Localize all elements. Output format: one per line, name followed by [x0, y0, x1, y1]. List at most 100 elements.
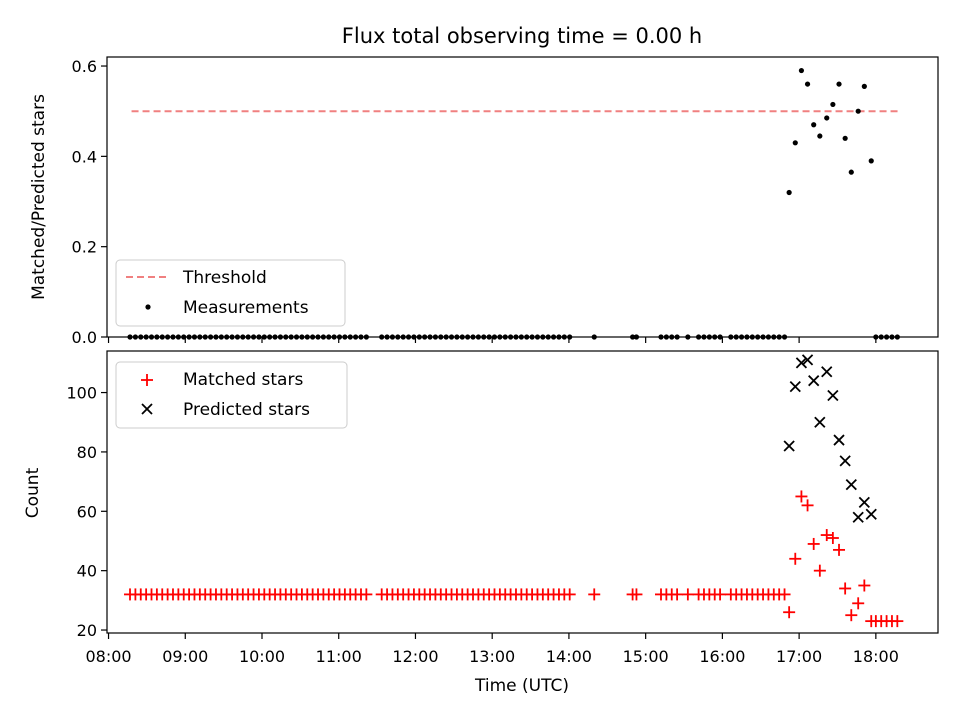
chart-title: Flux total observing time = 0.00 h	[342, 24, 702, 48]
predicted-star-point	[789, 380, 801, 393]
bottom-legend-box	[115, 361, 348, 429]
predicted-legend-label: Predicted stars	[183, 400, 310, 420]
cross-b	[833, 434, 845, 446]
predicted-star-point	[858, 496, 870, 509]
cross-b	[808, 375, 820, 387]
predicted-star-point	[808, 375, 820, 387]
y-tick-label: 0.4	[72, 147, 97, 166]
measurement-point	[786, 189, 792, 196]
matched-star-point	[681, 588, 694, 601]
y-tick-label: 0.2	[72, 238, 97, 257]
x-tick-label: 18:00	[853, 647, 899, 666]
x-tick-label: 16:00	[699, 647, 745, 666]
cross-b	[852, 511, 864, 523]
predicted-star-point	[814, 416, 826, 428]
x-tick-label: 08:00	[85, 647, 131, 666]
matched-star-point	[852, 597, 865, 610]
cross-b	[789, 380, 801, 393]
count-panel: Count 20 40 60 80 100 08:00 09:00 10:00 11:00 12…	[23, 350, 939, 696]
bottom-x-ticks: 08:00 09:00 10:00 11:00 12:00 13:00 14:00 15:00…	[85, 633, 899, 666]
measurement-point	[798, 67, 805, 74]
top-y-ticks: 0.0 0.2 0.4 0.6	[72, 57, 107, 347]
matched-star-point	[588, 588, 601, 601]
x-axis-label: Time (UTC)	[474, 676, 569, 696]
y-tick-label: 40	[77, 562, 97, 581]
predicted-star-point	[827, 389, 839, 402]
predicted-star-point	[795, 357, 808, 369]
matched-star-point	[783, 606, 796, 619]
matched-star-point	[789, 552, 802, 565]
x-tick-label: 11:00	[316, 647, 362, 666]
x-tick-label: 09:00	[162, 647, 208, 666]
measurement-point	[836, 81, 842, 87]
measurements-legend-swatch	[145, 304, 151, 310]
measurement-point	[848, 169, 854, 175]
cross-b	[858, 496, 870, 509]
ratio-panel: Matched/Predicted stars 0.0 0.2 0.4 0.6 Thr…	[29, 56, 939, 347]
y-tick-label: 80	[77, 443, 97, 462]
matched-legend-label: Matched stars	[183, 370, 303, 390]
bottom-y-axis-label: Count	[23, 467, 43, 518]
y-tick-label: 0.0	[72, 328, 97, 347]
top-legend-box	[115, 259, 346, 327]
measurement-point	[811, 122, 817, 128]
predicted-star-point	[845, 478, 857, 491]
y-tick-label: 100	[66, 384, 97, 403]
matched-star-point	[671, 588, 684, 601]
x-tick-label: 12:00	[392, 647, 438, 666]
predicted-legend-swatch	[141, 403, 153, 415]
measurement-point	[868, 158, 874, 164]
bottom-plot-area	[124, 354, 904, 628]
matched-star-point	[826, 532, 839, 545]
x-tick-label: 13:00	[469, 647, 515, 666]
matched-star-point	[360, 588, 373, 601]
top-y-axis-label: Matched/Predicted stars	[29, 94, 49, 300]
matched-star-point	[813, 564, 826, 577]
predicted-star-point	[801, 354, 814, 366]
x-tick-label: 10:00	[239, 647, 285, 666]
predicted-star-point	[783, 440, 795, 452]
cross-b	[801, 354, 814, 366]
y-tick-label: 0.6	[72, 57, 97, 76]
cross-b	[814, 416, 826, 428]
predicted-star-point	[865, 508, 877, 520]
cross-b	[839, 455, 851, 467]
predicted-star-point	[839, 455, 851, 467]
matched-star-point	[839, 582, 852, 595]
matched-star-point	[630, 588, 643, 601]
x-tick-label: 17:00	[776, 647, 822, 666]
threshold-legend-label: Threshold	[182, 268, 267, 288]
matched-star-point	[807, 537, 820, 550]
bottom-axes-frame	[106, 350, 939, 634]
measurement-point	[817, 133, 823, 139]
matched-star-point	[820, 529, 833, 542]
measurement-point	[842, 135, 848, 141]
measurement-point	[830, 101, 836, 108]
matched-star-point	[795, 490, 808, 503]
matched-star-point	[891, 615, 904, 628]
cross-b	[783, 440, 795, 452]
matched-star-point	[714, 588, 727, 601]
y-tick-label: 20	[77, 621, 97, 640]
matched-star-point	[833, 543, 846, 556]
measurement-point	[861, 83, 867, 89]
matched-star-point	[778, 588, 791, 601]
matched-legend-swatch	[141, 374, 153, 386]
measurement-point	[792, 140, 798, 146]
cross-b	[827, 389, 839, 402]
measurement-point	[824, 115, 830, 121]
matched-star-point	[858, 579, 871, 592]
x-tick-label: 15:00	[623, 647, 669, 666]
matched-star-point	[801, 499, 814, 512]
y-tick-label: 60	[77, 502, 97, 521]
predicted-star-point	[833, 434, 845, 446]
measurement-point	[855, 108, 861, 114]
cross-b	[865, 508, 877, 520]
cross-b	[845, 478, 857, 491]
top-axes-frame	[106, 56, 939, 338]
top-legend: Threshold Measurements	[115, 259, 346, 327]
predicted-star-point	[852, 511, 864, 523]
bottom-legend: Matched stars Predicted stars	[115, 361, 348, 429]
measurement-point	[804, 81, 811, 87]
